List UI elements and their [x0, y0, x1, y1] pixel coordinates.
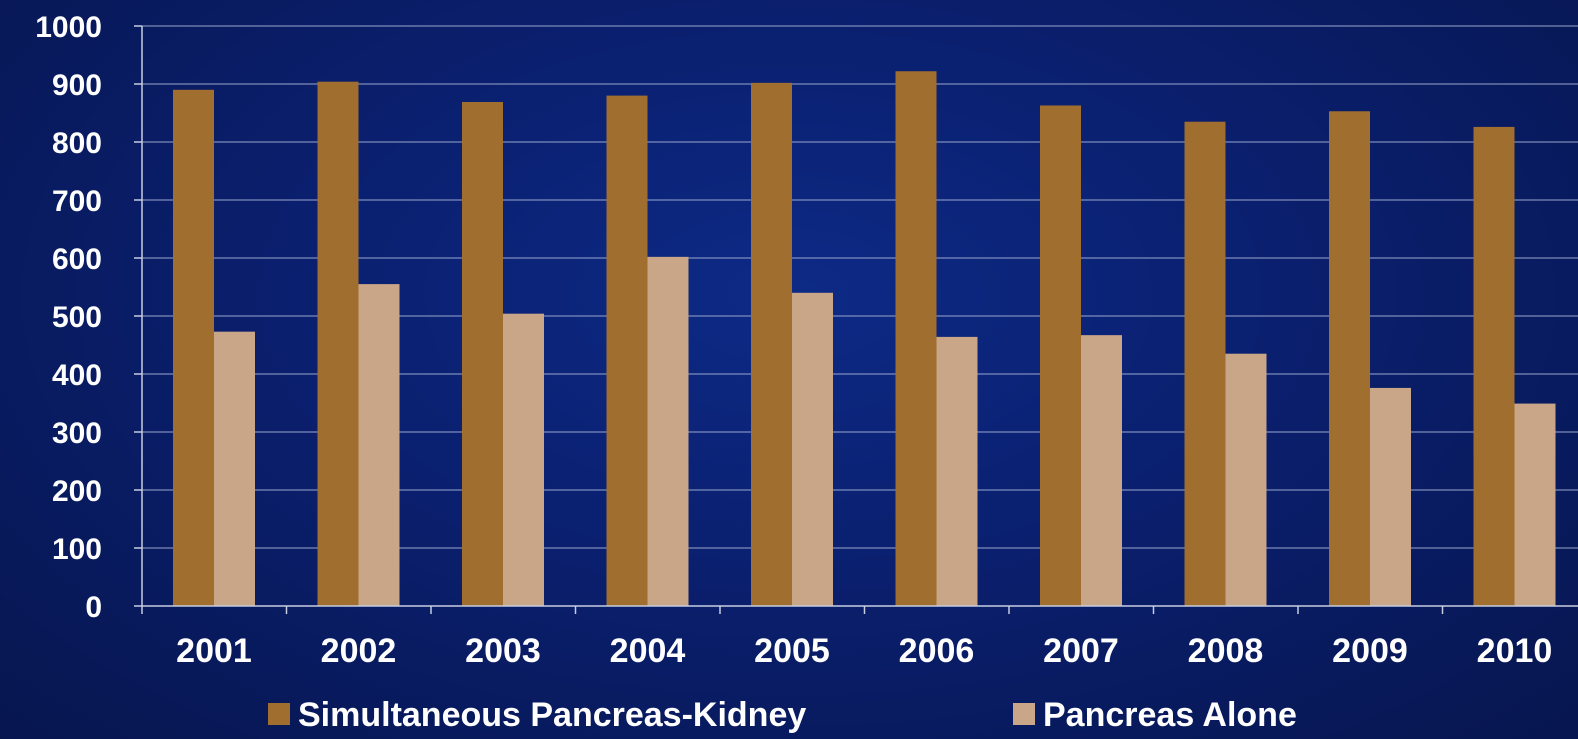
y-axis-tick-labels: 0 100 200 300 400 500 600 700 800 900 1000: [35, 11, 102, 624]
y-tick-label: 1000: [35, 11, 102, 44]
bar-simultaneous-pancreas-kidney-2007: [1040, 105, 1081, 607]
bar-simultaneous-pancreas-kidney-2005: [751, 82, 792, 607]
legend-label-simultaneous-pancreas-kidney: Simultaneous Pancreas-Kidney: [298, 696, 806, 734]
x-tick-label: 2001: [176, 632, 252, 670]
axes: [134, 25, 1578, 614]
y-tick-label: 500: [52, 301, 102, 334]
y-tick-label: 200: [52, 475, 102, 508]
x-tick-label: 2010: [1477, 632, 1553, 670]
x-tick-label: 2003: [465, 632, 541, 670]
legend-swatch-simultaneous-pancreas-kidney: [268, 703, 290, 725]
x-tick-label: 2005: [754, 632, 830, 670]
bar-simultaneous-pancreas-kidney-2004: [606, 95, 648, 606]
bar-simultaneous-pancreas-kidney-2006: [895, 71, 937, 607]
x-tick-label: 2007: [1043, 632, 1119, 670]
bar-simultaneous-pancreas-kidney-2002: [317, 81, 359, 607]
x-tick-label: 2008: [1188, 632, 1264, 670]
bar-simultaneous-pancreas-kidney-2010: [1473, 126, 1515, 607]
bar-pancreas-alone-2002: [358, 284, 400, 606]
legend-label-pancreas-alone: Pancreas Alone: [1043, 696, 1297, 734]
bar-simultaneous-pancreas-kidney-2003: [462, 101, 503, 606]
y-tick-label: 0: [85, 591, 102, 624]
y-tick-label: 300: [52, 417, 102, 450]
y-tick-label: 400: [52, 359, 102, 392]
x-tick-label: 2006: [899, 632, 975, 670]
x-tick-label: 2002: [321, 632, 397, 670]
legend: Simultaneous Pancreas-Kidney Pancreas Alo…: [268, 696, 1297, 734]
y-tick-label: 800: [52, 127, 102, 160]
y-tick-label: 700: [52, 185, 102, 218]
bar-pancreas-alone-2001: [214, 331, 255, 606]
y-tick-label: 100: [52, 533, 102, 566]
bar-pancreas-alone-2006: [936, 336, 978, 606]
x-tick-label: 2004: [610, 632, 686, 670]
bar-simultaneous-pancreas-kidney-2008: [1184, 121, 1226, 606]
x-tick-label: 2009: [1332, 632, 1408, 670]
y-tick-label: 900: [52, 69, 102, 102]
bar-pancreas-alone-2010: [1514, 403, 1556, 606]
bar-simultaneous-pancreas-kidney-2001: [173, 89, 214, 607]
y-tick-label: 600: [52, 243, 102, 276]
x-axis-tick-labels: 2001 2002 2003 2004 2005 2006 2007 2008 2009 2010: [176, 632, 1552, 670]
bar-pancreas-alone-2004: [647, 256, 689, 606]
legend-swatch-pancreas-alone: [1013, 703, 1035, 725]
bars: [173, 71, 1556, 607]
bar-pancreas-alone-2005: [792, 292, 833, 606]
bar-pancreas-alone-2008: [1225, 353, 1267, 606]
bar-pancreas-alone-2007: [1081, 335, 1122, 606]
bar-simultaneous-pancreas-kidney-2009: [1329, 111, 1370, 606]
bar-pancreas-alone-2009: [1370, 387, 1411, 606]
bar-pancreas-alone-2003: [503, 313, 544, 606]
